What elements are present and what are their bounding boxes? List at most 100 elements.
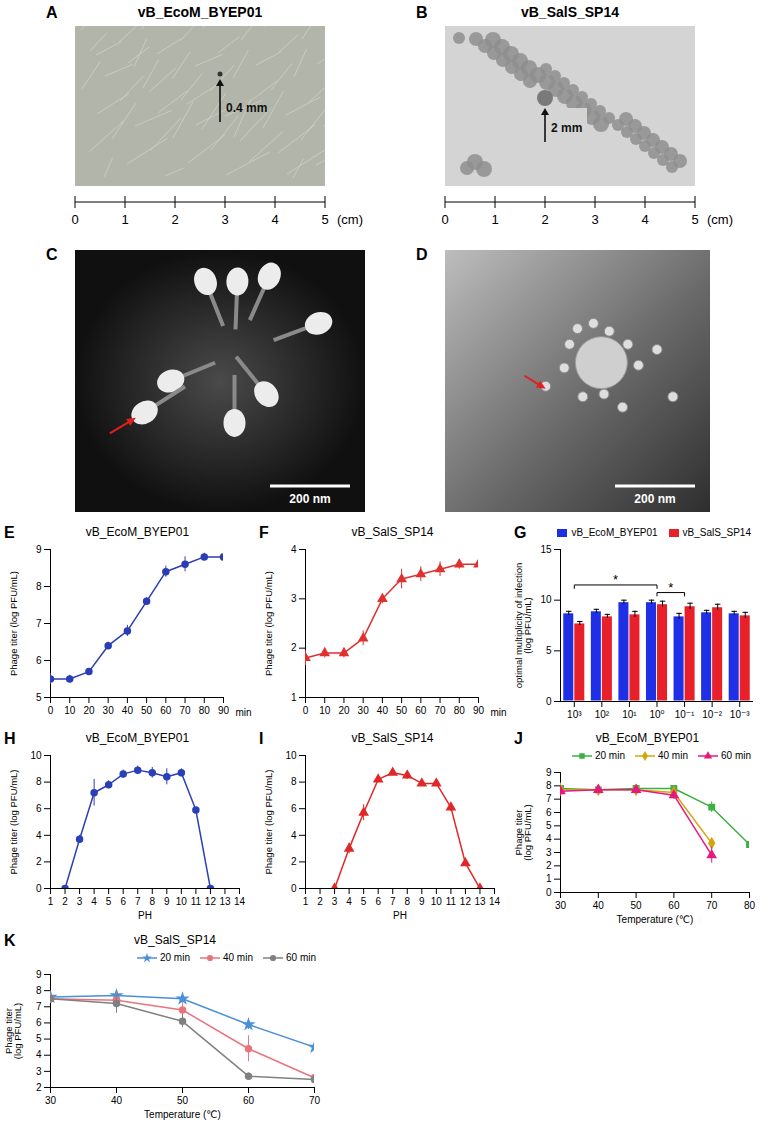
svg-text:0: 0 — [36, 883, 42, 894]
svg-text:7: 7 — [135, 896, 141, 907]
svg-text:40: 40 — [593, 900, 605, 911]
svg-text:0: 0 — [441, 212, 448, 227]
svg-text:6: 6 — [36, 803, 42, 814]
svg-text:8: 8 — [546, 780, 552, 791]
svg-text:min: min — [491, 707, 507, 718]
svg-text:*: * — [668, 580, 673, 595]
svg-text:8: 8 — [36, 985, 42, 996]
svg-text:7: 7 — [390, 896, 396, 907]
svg-text:3: 3 — [221, 212, 228, 227]
svg-text:10⁰: 10⁰ — [649, 709, 664, 720]
svg-text:14: 14 — [489, 896, 501, 907]
svg-text:50: 50 — [631, 900, 643, 911]
svg-text:2: 2 — [36, 856, 42, 867]
svg-text:13: 13 — [474, 896, 486, 907]
svg-text:8: 8 — [36, 581, 42, 592]
svg-text:Phage titer (log PFU/mL): Phage titer (log PFU/mL) — [8, 571, 19, 676]
svg-text:90: 90 — [473, 705, 485, 716]
svg-text:20: 20 — [83, 705, 95, 716]
svg-text:40: 40 — [377, 705, 389, 716]
svg-text:6: 6 — [546, 807, 552, 818]
svg-text:4: 4 — [346, 896, 352, 907]
svg-text:70: 70 — [179, 705, 191, 716]
svg-text:80: 80 — [454, 705, 466, 716]
svg-text:60: 60 — [243, 1095, 255, 1106]
svg-text:13: 13 — [219, 896, 231, 907]
svg-text:9: 9 — [164, 896, 170, 907]
svg-text:1: 1 — [121, 212, 128, 227]
svg-text:6: 6 — [36, 655, 42, 666]
svg-text:6: 6 — [36, 1017, 42, 1028]
svg-text:5: 5 — [546, 820, 552, 831]
svg-text:0: 0 — [546, 887, 552, 898]
svg-text:15: 15 — [540, 544, 552, 555]
svg-text:1: 1 — [491, 212, 498, 227]
svg-text:9: 9 — [36, 544, 42, 555]
svg-text:0: 0 — [48, 705, 54, 716]
svg-text:8: 8 — [291, 776, 297, 787]
svg-text:2 mm: 2 mm — [551, 121, 582, 135]
svg-text:5: 5 — [36, 1033, 42, 1044]
svg-text:10⁻¹: 10⁻¹ — [675, 709, 695, 720]
svg-text:*: * — [613, 572, 618, 587]
svg-text:4: 4 — [291, 830, 297, 841]
svg-text:10: 10 — [431, 896, 443, 907]
svg-text:50: 50 — [141, 705, 153, 716]
svg-text:Phage titer (log PFU/mL): Phage titer (log PFU/mL) — [263, 571, 274, 676]
svg-text:14: 14 — [234, 896, 246, 907]
svg-text:80: 80 — [744, 900, 756, 911]
svg-text:30: 30 — [103, 705, 115, 716]
svg-text:9: 9 — [36, 969, 42, 980]
svg-text:11: 11 — [191, 896, 202, 907]
svg-text:4: 4 — [271, 212, 278, 227]
svg-text:5: 5 — [321, 212, 328, 227]
svg-text:2: 2 — [62, 896, 68, 907]
svg-text:9: 9 — [546, 767, 552, 778]
svg-text:Temperature (℃): Temperature (℃) — [617, 914, 694, 925]
svg-text:10: 10 — [319, 705, 331, 716]
svg-text:7: 7 — [36, 618, 42, 629]
svg-text:6: 6 — [291, 803, 297, 814]
svg-text:10: 10 — [176, 896, 188, 907]
svg-text:4: 4 — [91, 896, 97, 907]
svg-text:4: 4 — [291, 544, 297, 555]
svg-text:3: 3 — [332, 896, 338, 907]
svg-text:12: 12 — [205, 896, 217, 907]
svg-text:80: 80 — [199, 705, 211, 716]
svg-text:30: 30 — [45, 1095, 57, 1106]
svg-text:60: 60 — [668, 900, 680, 911]
svg-text:0: 0 — [303, 705, 309, 716]
svg-text:3: 3 — [291, 593, 297, 604]
svg-text:Phage titer (log PFU/mL): Phage titer (log PFU/mL) — [263, 769, 274, 874]
svg-text:0: 0 — [291, 883, 297, 894]
svg-text:5: 5 — [546, 645, 552, 656]
svg-text:PH: PH — [138, 910, 152, 921]
svg-text:3: 3 — [591, 212, 598, 227]
svg-text:Temperature (℃): Temperature (℃) — [144, 1109, 221, 1120]
svg-text:10⁻³: 10⁻³ — [730, 709, 750, 720]
svg-text:30: 30 — [358, 705, 370, 716]
svg-text:11: 11 — [446, 896, 457, 907]
svg-text:50: 50 — [177, 1095, 189, 1106]
svg-text:0: 0 — [71, 212, 78, 227]
svg-text:2: 2 — [546, 860, 552, 871]
svg-text:10: 10 — [540, 594, 552, 605]
svg-text:3: 3 — [546, 847, 552, 858]
svg-text:5: 5 — [361, 896, 367, 907]
svg-text:2: 2 — [541, 212, 548, 227]
svg-text:6: 6 — [120, 896, 126, 907]
svg-text:Phage titer(log PFU/mL): Phage titer(log PFU/mL) — [3, 1003, 24, 1059]
svg-text:40: 40 — [122, 705, 134, 716]
svg-text:70: 70 — [309, 1095, 321, 1106]
svg-text:min: min — [236, 707, 252, 718]
svg-text:7: 7 — [546, 793, 552, 804]
svg-text:1: 1 — [303, 896, 309, 907]
svg-text:5: 5 — [691, 212, 698, 227]
svg-text:50: 50 — [396, 705, 408, 716]
svg-text:60: 60 — [415, 705, 427, 716]
svg-text:3: 3 — [36, 1066, 42, 1077]
svg-text:70: 70 — [706, 900, 718, 911]
svg-text:Phage titer (log PFU/mL): Phage titer (log PFU/mL) — [8, 769, 19, 874]
svg-text:10³: 10³ — [567, 709, 582, 720]
svg-text:3: 3 — [77, 896, 83, 907]
